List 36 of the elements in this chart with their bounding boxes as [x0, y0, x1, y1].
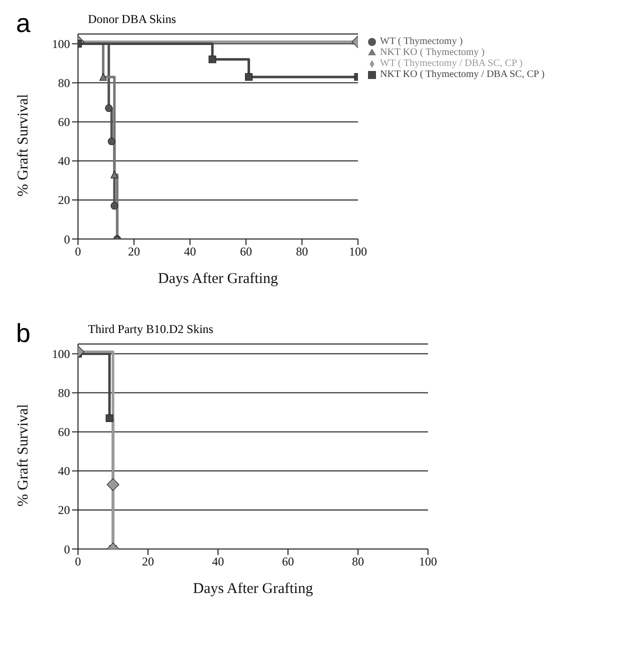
chart-title: Donor DBA Skins — [88, 12, 176, 27]
x-axis-title: Days After Grafting — [158, 271, 278, 287]
x-tick-label: 0 — [75, 554, 81, 569]
y-tick-label: 80 — [58, 76, 70, 90]
x-tick-label: 40 — [184, 244, 196, 259]
x-tick-label: 100 — [349, 244, 367, 259]
text: b — [16, 318, 30, 349]
x-axis-title: Days After Grafting — [193, 581, 314, 597]
x-tick-label: 60 — [240, 244, 252, 259]
y-tick-label: 100 — [52, 347, 70, 362]
y-axis-title: % Graft Survival — [15, 94, 32, 196]
y-tick-label: 100 — [52, 37, 70, 52]
legend-label: NKT KO ( Thymectomy ) — [380, 47, 485, 58]
x-tick-label: 60 — [282, 554, 294, 569]
y-tick-label: 80 — [58, 386, 70, 400]
x-tick-label: 20 — [128, 244, 140, 259]
y-tick-label: 60 — [58, 115, 70, 130]
chart-title: Third Party B10.D2 Skins — [88, 322, 214, 337]
y-tick-label: 40 — [58, 154, 70, 168]
y-tick-label: 40 — [58, 464, 70, 478]
y-tick-label: 0 — [64, 232, 70, 246]
y-tick-label: 20 — [58, 193, 70, 208]
y-axis-title: % Graft Survival — [15, 404, 32, 506]
y-tick-label: 0 — [64, 542, 70, 556]
x-tick-label: 80 — [296, 244, 308, 259]
y-tick-label: 20 — [58, 503, 70, 518]
text: a — [16, 8, 30, 39]
y-tick-label: 60 — [58, 425, 70, 440]
legend-label: NKT KO ( Thymectomy / DBA SC, CP ) — [380, 69, 545, 80]
legend-label: WT ( Thymectomy / DBA SC, CP ) — [380, 58, 523, 69]
x-tick-label: 80 — [352, 554, 364, 569]
x-tick-label: 20 — [142, 554, 154, 569]
x-tick-label: 0 — [75, 244, 81, 259]
x-tick-label: 40 — [212, 554, 224, 569]
legend-label: WT ( Thymectomy ) — [380, 36, 463, 47]
x-tick-label: 100 — [419, 554, 437, 569]
